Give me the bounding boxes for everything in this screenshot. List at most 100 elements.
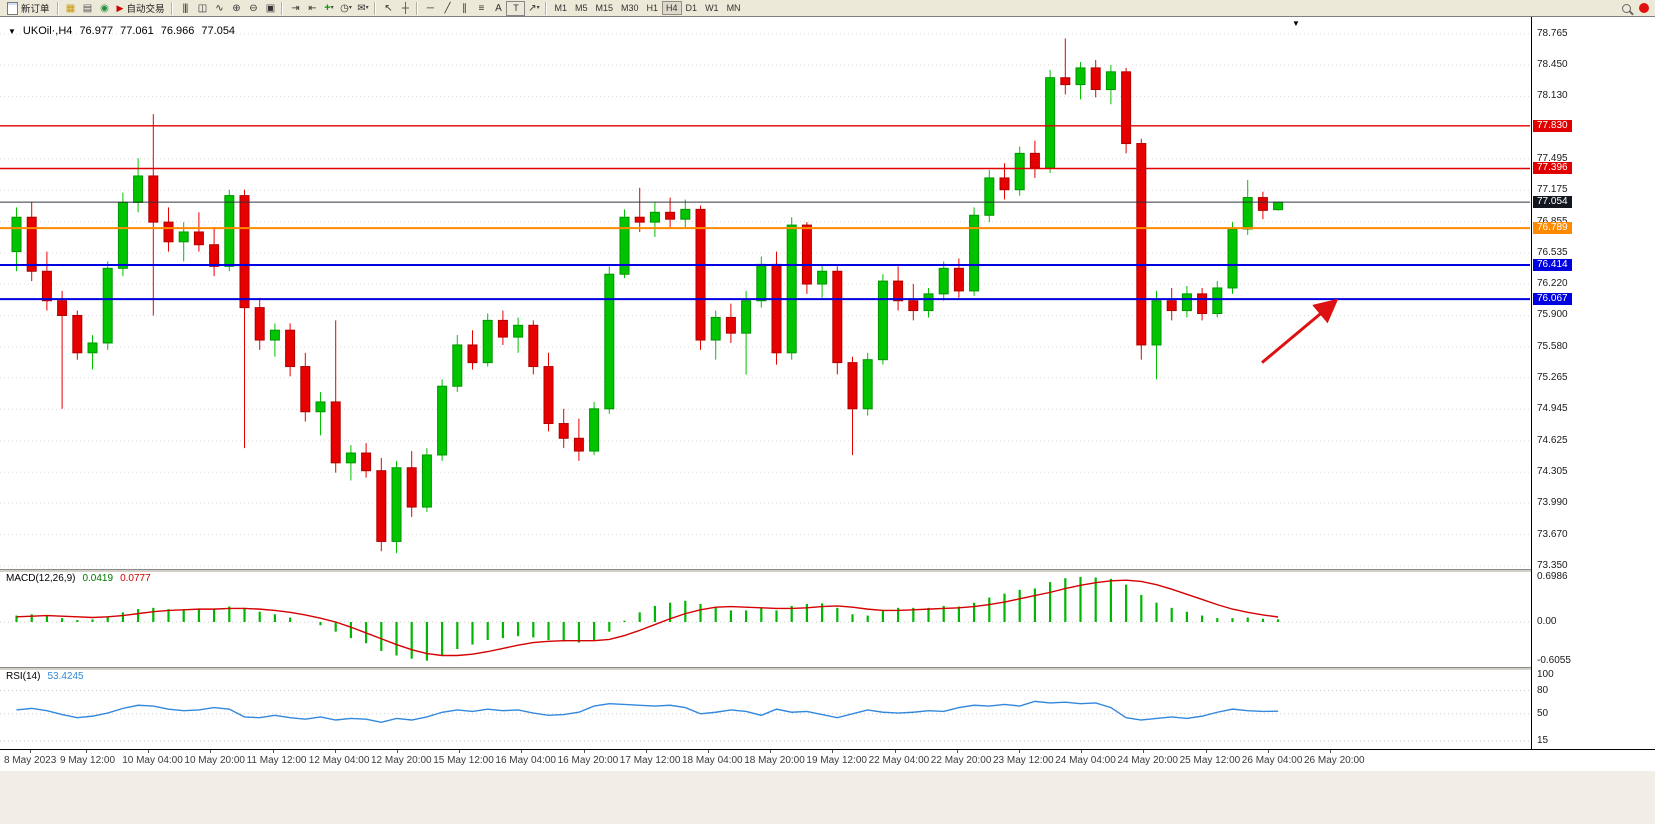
rsi-header: RSI(14) 53.4245: [6, 671, 84, 682]
templates-button[interactable]: ✉ ▾: [354, 1, 371, 16]
time-axis[interactable]: 8 May 2023 9 May 12:00 10 May 04:00 10 May …: [0, 749, 1655, 771]
new-order-icon: [7, 1, 18, 15]
charts-stack-icon[interactable]: ▦: [65, 2, 75, 14]
time-axis-tick: [645, 750, 647, 753]
timeframe-button-m1[interactable]: M1: [554, 3, 567, 13]
text-icon[interactable]: A: [495, 2, 502, 14]
print-icon[interactable]: ▤: [82, 2, 92, 14]
main-toolbar: 新订单 ▦ ▤ ◉ ▶ 自动交易 ||| ◫ ∿ ⊕ ⊖ ▣ ⇥ ⇤ + ▾ ◷…: [0, 0, 1655, 16]
chevron-down-icon: ▾: [348, 4, 352, 11]
arrows-button[interactable]: ↗ ▾: [525, 1, 542, 16]
timeframe-button-m15[interactable]: M15: [595, 3, 613, 13]
time-axis-label: 8 May 2023: [4, 755, 57, 766]
chart-shift-marker[interactable]: ▼: [1292, 19, 1300, 28]
community-icon[interactable]: ◉: [100, 2, 109, 14]
auto-scroll-icon[interactable]: ⇥: [291, 2, 299, 14]
arrow-tool-icon: ↗: [528, 2, 536, 14]
axis-label: 78.450: [1537, 58, 1568, 70]
macd-canvas[interactable]: [0, 571, 1530, 667]
horizontal-line-icon[interactable]: ─: [426, 2, 434, 14]
rsi-canvas[interactable]: [0, 669, 1530, 747]
periods-button[interactable]: ◷ ▾: [337, 1, 354, 16]
toolbar-separator: [171, 1, 174, 15]
axis-label: 76.220: [1537, 278, 1568, 290]
time-axis-label: 15 May 12:00: [433, 755, 494, 766]
price-axis[interactable]: 78.765 78.450 78.130 77.830 77.495 77.396 77.1…: [1531, 17, 1655, 749]
time-axis-tick: [30, 750, 31, 753]
time-axis-label: 18 May 04:00: [682, 755, 743, 766]
time-axis-label: 22 May 20:00: [930, 755, 992, 766]
main-chart-canvas[interactable]: [0, 17, 1530, 569]
crosshair-icon[interactable]: ┼: [401, 2, 409, 14]
macd-value: 0.0419: [82, 573, 114, 584]
axis-label: 75.900: [1537, 309, 1568, 321]
axis-label: 78.130: [1537, 90, 1568, 102]
time-axis-label: 22 May 04:00: [868, 755, 930, 766]
time-axis-tick: [1081, 750, 1083, 753]
chart-shift-icon[interactable]: ⇤: [308, 2, 316, 14]
axis-label: 77.830: [1533, 119, 1572, 132]
time-axis-label: 12 May 20:00: [371, 755, 432, 766]
timeframe-button-m30[interactable]: M30: [621, 3, 639, 13]
bar-chart-icon[interactable]: |||: [182, 2, 189, 14]
timeframe-button-w1[interactable]: W1: [705, 3, 719, 13]
rsi-value: 53.4245: [47, 671, 84, 682]
time-axis-label: 11 May 12:00: [246, 755, 307, 766]
axis-label: 77.495: [1537, 152, 1568, 164]
time-axis-tick: [459, 750, 461, 753]
toolbar-separator: [545, 1, 548, 15]
trendline-icon[interactable]: ╱: [444, 2, 450, 14]
time-axis-tick: [397, 750, 398, 753]
text-label-icon[interactable]: T: [506, 1, 525, 16]
axis-label: 73.350: [1537, 560, 1568, 571]
notification-badge[interactable]: [1635, 1, 1652, 16]
chevron-down-icon: ▾: [365, 4, 369, 11]
chevron-down-icon: ▾: [330, 4, 334, 11]
cursor-icon[interactable]: ↖: [384, 2, 392, 14]
time-axis-tick: [708, 750, 709, 753]
macd-title: MACD(12,26,9): [6, 573, 76, 584]
auto-trading-icon: ▶: [116, 2, 124, 13]
timeframe-button-m5[interactable]: M5: [574, 3, 588, 13]
axis-label: 50: [1537, 707, 1549, 719]
fibonacci-icon[interactable]: ≡: [478, 2, 485, 14]
ohlc-close: 77.054: [201, 25, 236, 37]
timeframe-button-h4[interactable]: H4: [662, 1, 682, 15]
symbol-menu-caret-icon[interactable]: ▼: [8, 26, 16, 36]
toolbar-separator: [416, 1, 419, 15]
panel-divider[interactable]: [0, 569, 1655, 573]
timeframe-button-d1[interactable]: D1: [685, 3, 698, 13]
macd-signal-value: 0.0777: [120, 573, 151, 584]
axis-label: 0.00: [1537, 616, 1557, 627]
magnifier-glyph: [1622, 3, 1631, 13]
time-axis-label: 16 May 20:00: [557, 755, 619, 766]
chart-window: ▼ UKOil·,H4 76.977 77.061 76.966 77.054 …: [0, 16, 1655, 824]
axis-label: 78.765: [1537, 28, 1568, 39]
axis-label: 76.067: [1533, 293, 1572, 306]
symbol-period-label: UKOil·,H4: [22, 25, 73, 37]
toolbar-separator: [56, 1, 59, 15]
zoom-out-icon[interactable]: ⊖: [249, 2, 257, 14]
rsi-title: RSI(14): [6, 671, 41, 682]
time-axis-label: 23 May 12:00: [993, 755, 1054, 766]
timeframe-button-mn[interactable]: MN: [726, 3, 741, 13]
axis-label: 74.625: [1537, 434, 1568, 446]
axis-label: -0.6055: [1537, 654, 1571, 666]
time-axis-label: 26 May 04:00: [1241, 755, 1303, 766]
time-axis-label: 18 May 20:00: [744, 755, 805, 766]
indicators-button[interactable]: + ▾: [320, 1, 337, 16]
equidistant-channel-icon[interactable]: ∥: [461, 2, 467, 14]
tile-windows-icon[interactable]: ▣: [265, 2, 275, 14]
line-chart-icon[interactable]: ∿: [215, 2, 223, 14]
auto-trading-button[interactable]: ▶ 自动交易: [113, 0, 169, 16]
panel-divider[interactable]: [0, 667, 1655, 671]
zoom-in-icon[interactable]: ⊕: [232, 2, 240, 14]
toolbar-separator: [374, 1, 377, 15]
time-axis-tick: [1267, 750, 1269, 753]
new-order-button[interactable]: 新订单: [3, 0, 54, 16]
axis-label: 76.535: [1537, 247, 1568, 259]
time-axis-label: 9 May 12:00: [60, 755, 116, 766]
search-icon[interactable]: [1618, 1, 1635, 16]
timeframe-button-h1[interactable]: H1: [646, 3, 659, 13]
candlestick-chart-icon[interactable]: ◫: [197, 2, 207, 14]
